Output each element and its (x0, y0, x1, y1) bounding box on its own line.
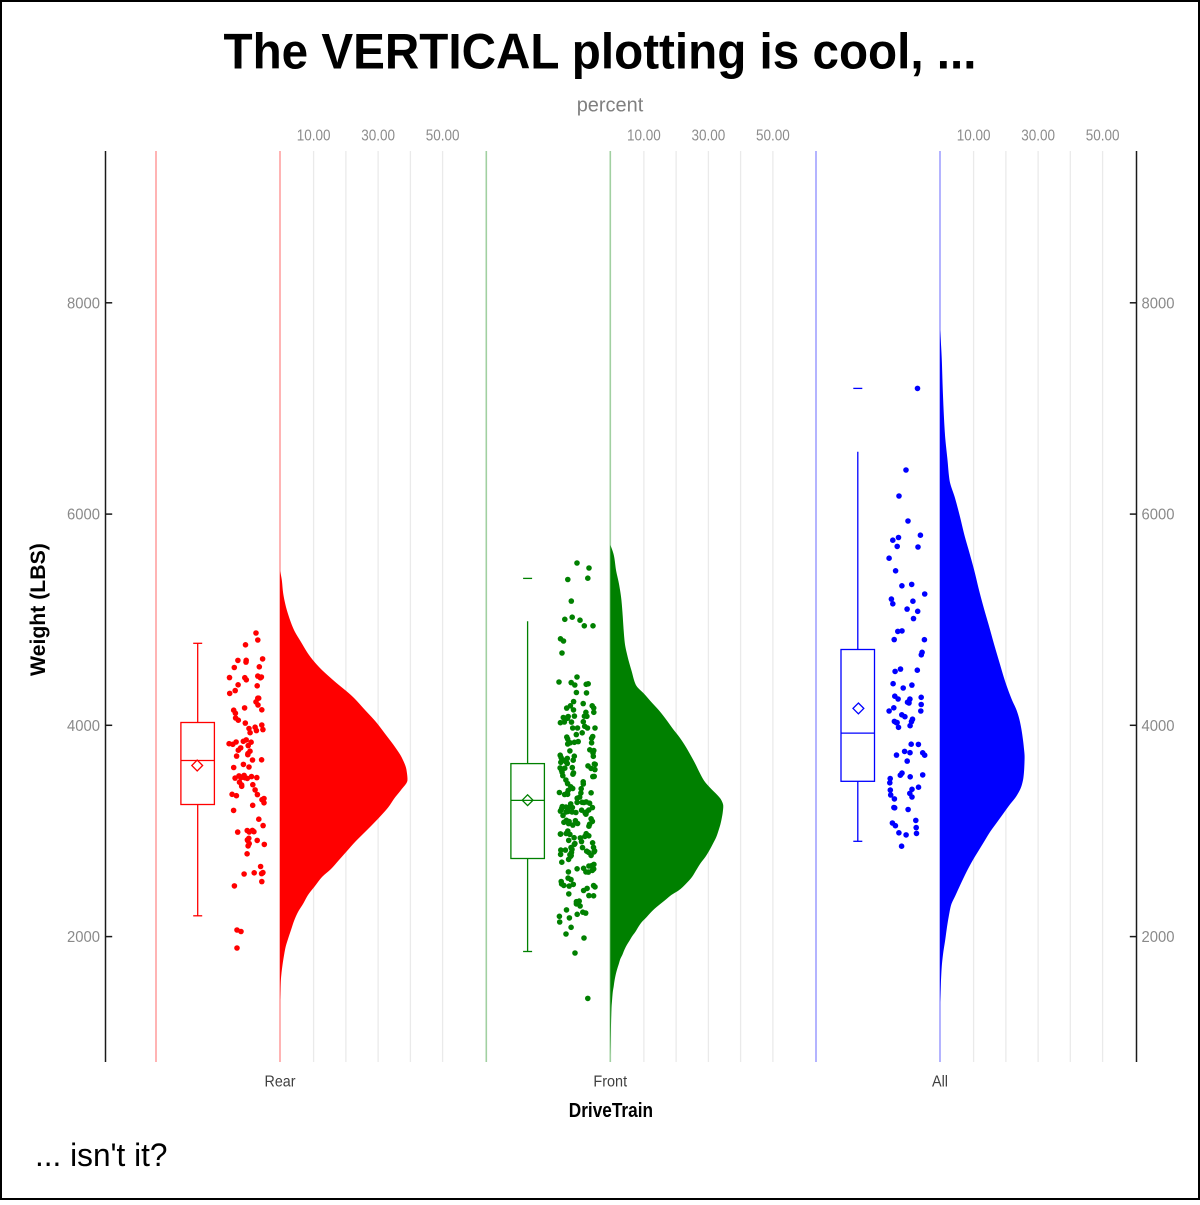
svg-text:30.00: 30.00 (692, 128, 726, 145)
svg-text:30.00: 30.00 (361, 128, 395, 145)
svg-text:2000: 2000 (67, 929, 100, 946)
svg-text:50.00: 50.00 (426, 128, 460, 145)
svg-text:2000: 2000 (1142, 929, 1175, 946)
svg-text:Rear: Rear (265, 1074, 297, 1091)
svg-text:DriveTrain: DriveTrain (569, 1100, 653, 1122)
svg-text:... isn't it?: ... isn't it? (35, 1137, 168, 1173)
svg-text:6000: 6000 (1142, 507, 1175, 524)
svg-text:10.00: 10.00 (957, 128, 991, 145)
svg-text:10.00: 10.00 (297, 128, 331, 145)
svg-text:8000: 8000 (67, 295, 100, 312)
svg-text:The VERTICAL plotting is cool,: The VERTICAL plotting is cool, ... (224, 23, 977, 79)
svg-text:Weight (LBS): Weight (LBS) (26, 543, 50, 676)
svg-text:Front: Front (593, 1074, 627, 1091)
svg-text:8000: 8000 (1142, 295, 1175, 312)
svg-text:4000: 4000 (1142, 718, 1175, 735)
svg-text:percent: percent (577, 94, 644, 116)
svg-text:4000: 4000 (67, 718, 100, 735)
svg-text:6000: 6000 (67, 507, 100, 524)
svg-text:50.00: 50.00 (756, 128, 790, 145)
svg-text:30.00: 30.00 (1021, 128, 1055, 145)
svg-text:10.00: 10.00 (627, 128, 661, 145)
svg-text:50.00: 50.00 (1086, 128, 1120, 145)
svg-text:All: All (932, 1074, 948, 1091)
